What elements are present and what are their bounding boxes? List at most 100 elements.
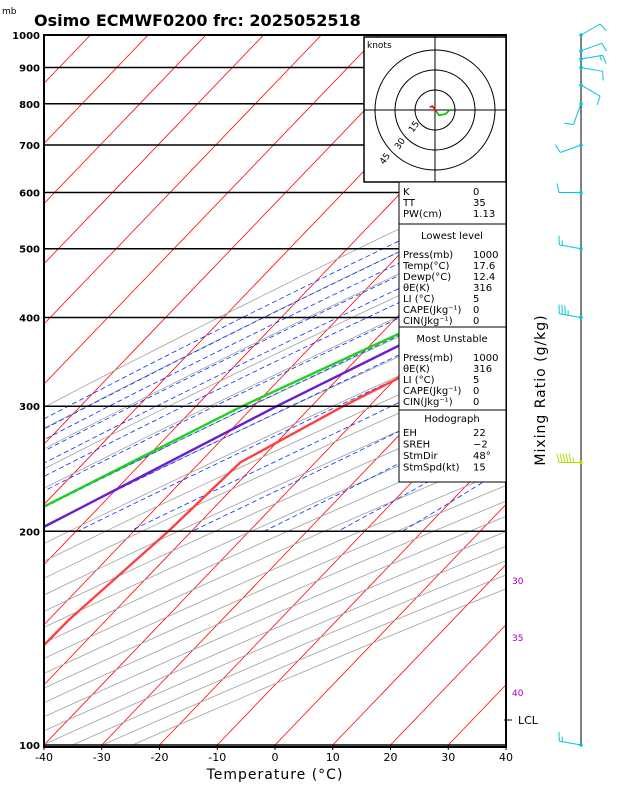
index-label: PW(cm)	[403, 209, 442, 220]
temperature-tick-label: -10	[208, 751, 226, 764]
temperature-tick-label: -30	[93, 751, 111, 764]
index-value: 35	[473, 198, 486, 209]
lowest-level-title: Lowest level	[421, 231, 483, 242]
wind-barb-staff	[580, 23, 601, 36]
wind-barb-flag	[601, 43, 608, 52]
temperature-tick-label: -40	[35, 751, 53, 764]
indices-top: K 0 TT 35 PW(cm) 1.13	[402, 187, 495, 220]
pressure-tick-label: 600	[19, 189, 40, 200]
theta-labels: 30 35 40	[512, 577, 524, 699]
wind-barb-staff	[559, 244, 582, 250]
index-value: 0	[473, 386, 479, 397]
isotherm-line	[44, 35, 322, 325]
isotherm-line	[44, 35, 264, 265]
wind-barb-flag	[564, 122, 574, 125]
parcel-trace	[44, 292, 506, 529]
pressure-tick-label: 900	[19, 63, 40, 74]
wind-barbs	[554, 23, 608, 747]
index-value: 12.4	[473, 272, 495, 283]
index-value: 316	[473, 364, 492, 375]
pressure-tick-label: 500	[19, 245, 40, 256]
isotherm-line	[216, 443, 506, 746]
wind-barb-flag	[556, 453, 560, 463]
isotherm-line	[44, 35, 438, 445]
isotherm-line	[44, 263, 506, 746]
wind-barb-flag	[554, 144, 561, 153]
index-value: 15	[473, 463, 486, 474]
index-value: −2	[473, 440, 488, 451]
wind-barb-staff	[580, 84, 601, 97]
wind-barb-staff	[560, 144, 582, 153]
index-label: LI (°C)	[403, 375, 435, 386]
wind-barb-base	[579, 315, 583, 320]
hodograph-ring-15	[414, 89, 456, 131]
temperature-trace	[44, 322, 506, 647]
moist-adiabat-line	[44, 267, 506, 492]
wind-barb-base	[579, 246, 583, 251]
wind-barb-base	[579, 190, 583, 195]
index-value: 316	[473, 283, 492, 294]
pressure-unit-label: mb	[2, 7, 17, 17]
index-label: EH	[403, 428, 417, 439]
wind-barb-staff	[573, 103, 582, 125]
pressure-tick-labels: 100 200 300 400 500 600 700 800 900 1000	[12, 31, 40, 752]
moist-adiabat-line	[44, 251, 506, 477]
index-value: 5	[473, 375, 479, 386]
wind-barb-flag	[602, 55, 607, 64]
temperature-tick-label: 40	[499, 751, 513, 764]
wind-barb-flag	[562, 453, 566, 463]
temperature-tick-label: -20	[151, 751, 169, 764]
index-label: Dewp(°C)	[403, 272, 451, 283]
indices-box-lowest	[398, 223, 507, 328]
hodograph-ring-45	[374, 49, 496, 171]
index-value: 1.13	[473, 209, 495, 220]
isotherm-line	[390, 624, 506, 746]
wind-barb-staff	[580, 54, 603, 60]
pressure-tick-label: 700	[19, 141, 40, 152]
wind-barb-staff	[559, 313, 582, 319]
index-label: K	[403, 187, 410, 198]
index-label: SREH	[403, 440, 430, 451]
index-label: Press(mb)	[403, 250, 453, 261]
wind-barb-base	[579, 83, 583, 87]
wind-barb-flag	[599, 23, 607, 32]
most-unstable-title: Most Unstable	[416, 334, 487, 345]
dry-adiabat-line	[44, 327, 506, 545]
hodograph-trace-low	[429, 104, 437, 112]
index-label: Press(mb)	[403, 353, 453, 364]
isotherm-line	[44, 35, 207, 205]
isotherm-line	[332, 563, 506, 746]
moist-adiabat-line	[44, 284, 506, 508]
wind-barb-base	[579, 143, 583, 147]
pressure-tick-label: 200	[19, 527, 40, 538]
temperature-tick-label: 0	[272, 751, 279, 764]
dry-adiabat-line	[44, 545, 506, 745]
pressure-tick-label: 100	[19, 741, 40, 752]
wind-barb-staff	[559, 740, 582, 746]
dry-adiabat-line	[44, 245, 506, 470]
dry-adiabat-line	[44, 346, 506, 562]
index-label: θE(K)	[403, 364, 430, 375]
index-value: 0	[473, 316, 479, 327]
isotherm-line	[44, 35, 380, 385]
wind-barb-base	[579, 743, 583, 747]
chart-title: Osimo ECMWF0200 frc: 2025052518	[34, 11, 361, 30]
temperature-tick-label: 10	[326, 751, 340, 764]
hodograph-ring-30	[394, 69, 476, 151]
index-value: 5	[473, 294, 479, 305]
index-value: 1000	[473, 353, 498, 364]
pressure-tick-label: 300	[19, 402, 40, 413]
index-value: 17.6	[473, 261, 495, 272]
index-label: StmDir	[403, 451, 438, 462]
wind-barb-base	[579, 33, 583, 37]
wind-barb-flag	[568, 453, 572, 463]
temperature-tick-label: 30	[441, 751, 455, 764]
theta-label: 35	[512, 634, 523, 644]
wind-barb-base	[579, 65, 583, 70]
index-label: CIN(Jkg⁻¹)	[403, 397, 453, 408]
moist-adiabat-line	[44, 200, 506, 430]
index-label: θE(K)	[403, 283, 430, 294]
pressure-tick-label: 400	[19, 314, 40, 325]
wind-barb-flag	[556, 183, 560, 193]
